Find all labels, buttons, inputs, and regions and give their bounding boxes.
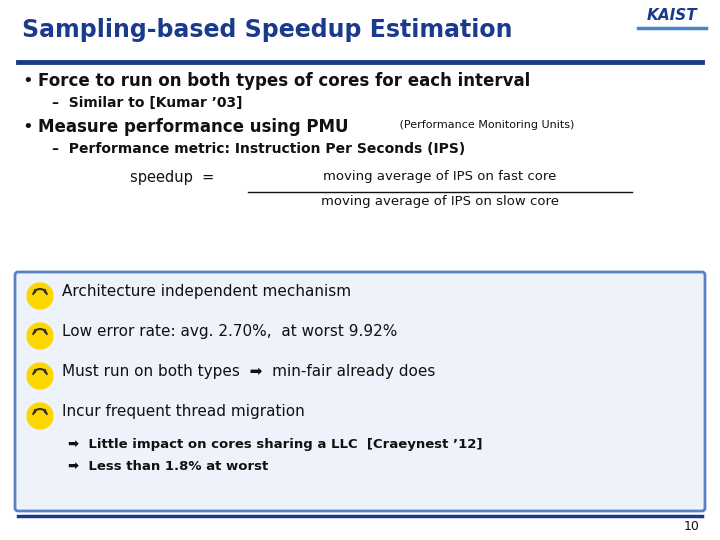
Circle shape: [27, 283, 53, 309]
Text: 10: 10: [684, 520, 700, 533]
Text: moving average of IPS on fast core: moving average of IPS on fast core: [323, 170, 557, 183]
Text: ➡  Little impact on cores sharing a LLC  [Craeynest ’12]: ➡ Little impact on cores sharing a LLC […: [68, 438, 482, 451]
Text: moving average of IPS on slow core: moving average of IPS on slow core: [321, 195, 559, 208]
Circle shape: [27, 403, 53, 429]
Text: •: •: [22, 72, 32, 90]
Text: Measure performance using PMU: Measure performance using PMU: [38, 118, 348, 136]
Text: Architecture independent mechanism: Architecture independent mechanism: [62, 284, 351, 299]
Text: speedup  =: speedup =: [130, 170, 215, 185]
Text: Must run on both types  ➡  min-fair already does: Must run on both types ➡ min-fair alread…: [62, 364, 436, 379]
Text: Sampling-based Speedup Estimation: Sampling-based Speedup Estimation: [22, 18, 513, 42]
Text: –  Performance metric: Instruction Per Seconds (IPS): – Performance metric: Instruction Per Se…: [52, 142, 465, 156]
Text: Force to run on both types of cores for each interval: Force to run on both types of cores for …: [38, 72, 530, 90]
Circle shape: [27, 363, 53, 389]
FancyBboxPatch shape: [15, 272, 705, 511]
Text: Low error rate: avg. 2.70%,  at worst 9.92%: Low error rate: avg. 2.70%, at worst 9.9…: [62, 324, 397, 339]
Text: –  Similar to [Kumar ’03]: – Similar to [Kumar ’03]: [52, 96, 243, 110]
Text: ➡  Less than 1.8% at worst: ➡ Less than 1.8% at worst: [68, 460, 269, 473]
Text: •: •: [22, 118, 32, 136]
Text: (Performance Monitoring Units): (Performance Monitoring Units): [396, 120, 575, 130]
Text: Incur frequent thread migration: Incur frequent thread migration: [62, 404, 305, 419]
Circle shape: [27, 323, 53, 349]
Text: KAIST: KAIST: [647, 8, 697, 23]
